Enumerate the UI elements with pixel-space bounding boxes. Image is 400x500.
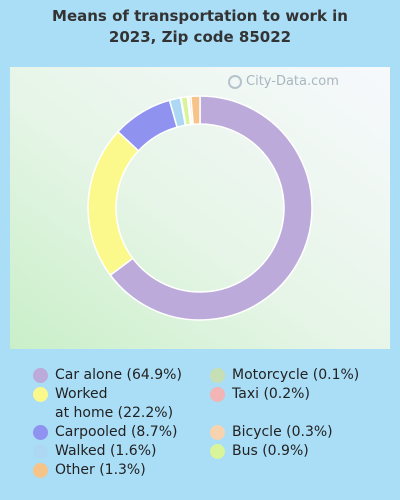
legend-item-worked-at-home: Worked at home (22.2%) bbox=[33, 385, 203, 423]
watermark: City-Data.com bbox=[228, 74, 339, 89]
legend-label: Worked bbox=[55, 386, 108, 402]
legend-item-bus: Bus (0.9%) bbox=[210, 442, 390, 461]
donut-slice-other bbox=[190, 95, 201, 126]
legend-label-line-2: at home (22.2%) bbox=[55, 405, 174, 421]
chart-title-line-1: Means of transportation to work in bbox=[52, 7, 348, 25]
legend-item-other: Other (1.3%) bbox=[33, 461, 203, 480]
legend-label: Carpooled (8.7%) bbox=[55, 424, 178, 440]
legend-right: Motorcycle (0.1%) Taxi (0.2%) Bicycle (0… bbox=[210, 366, 390, 461]
legend-label: Taxi (0.2%) bbox=[232, 386, 310, 402]
legend-spacer bbox=[210, 404, 390, 423]
legend-item-carpooled: Carpooled (8.7%) bbox=[33, 423, 203, 442]
legend-label: Bus (0.9%) bbox=[232, 443, 309, 459]
legend-label: Other (1.3%) bbox=[55, 462, 146, 478]
donut-slice-worked-at-home bbox=[87, 130, 140, 277]
magnifier-icon bbox=[228, 74, 242, 89]
chart-title-line-2: 2023, Zip code 85022 bbox=[108, 28, 292, 46]
legend-swatch bbox=[210, 425, 225, 440]
donut-slice-car-alone bbox=[109, 95, 313, 321]
legend-swatch bbox=[210, 368, 225, 383]
legend-swatch bbox=[210, 387, 225, 402]
legend-swatch bbox=[33, 387, 48, 402]
legend-label: Motorcycle (0.1%) bbox=[232, 367, 360, 383]
legend-swatch bbox=[33, 463, 48, 478]
chart-title: Means of transportation to work in 2023,… bbox=[0, 6, 400, 48]
legend-item-walked: Walked (1.6%) bbox=[33, 442, 203, 461]
legend-swatch bbox=[33, 425, 48, 440]
legend-swatch bbox=[33, 368, 48, 383]
legend-label: Walked (1.6%) bbox=[55, 443, 157, 459]
legend-label: Bicycle (0.3%) bbox=[232, 424, 333, 440]
watermark-text: City-Data.com bbox=[246, 74, 339, 89]
legend-item-bicycle: Bicycle (0.3%) bbox=[210, 423, 390, 442]
legend-left: Car alone (64.9%) Worked at home (22.2%)… bbox=[33, 366, 203, 480]
legend-item-motorcycle: Motorcycle (0.1%) bbox=[210, 366, 390, 385]
legend-item-car-alone: Car alone (64.9%) bbox=[33, 366, 203, 385]
legend-item-taxi: Taxi (0.2%) bbox=[210, 385, 390, 404]
legend-label: Car alone (64.9%) bbox=[55, 367, 182, 383]
legend-swatch bbox=[33, 444, 48, 459]
legend-swatch bbox=[210, 444, 225, 459]
